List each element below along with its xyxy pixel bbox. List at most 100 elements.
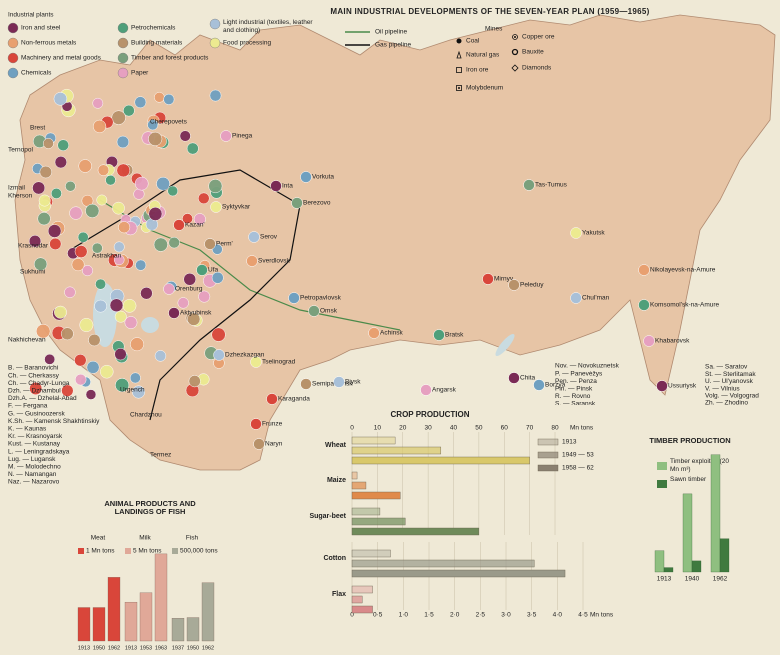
abbreviation: K.Sh. — Kamensk Shakhtinskiy [8,418,100,425]
mine-symbol [456,50,462,59]
plant-dot [300,378,312,390]
x-tick-label: 10 [374,425,382,432]
plant-dot [50,187,62,199]
plant-dot [74,354,87,367]
plant-dot [35,323,51,339]
plant-dot [114,348,127,361]
crop-bar [351,585,373,594]
crop-bar [351,605,373,614]
diamond-icon [511,64,519,72]
legend-swatch [537,438,559,446]
plant-dot [508,372,520,384]
plant-dot [54,305,67,319]
plant-dot [193,213,206,226]
bauxite-icon [511,48,519,56]
plant-dot [148,206,163,221]
category-label: Cotton [323,555,346,562]
place-label: Bratsk [445,332,464,339]
place-label: Orenburg [175,286,203,293]
place-label: Achinsk [380,330,404,337]
place-label: Serov [260,234,278,241]
plant-dot [246,255,258,267]
plant-dot [47,224,62,238]
plant-dot [168,307,180,319]
x-tick-label: 40 [450,425,458,432]
aral-sea [141,317,159,333]
plant-dot [153,237,168,252]
abbreviation: F. — Fergana [8,403,48,410]
crop-bar [351,491,401,500]
plant-dot [113,241,125,253]
plant-dot [113,254,125,266]
plant-dot [114,310,127,323]
abbreviation: Ch. — Cherkassy [8,372,60,379]
plant-dot [57,139,70,152]
plant-dot [94,299,107,313]
plant-dot [105,174,116,186]
plant-dot [420,384,432,396]
legend-swatch [537,464,559,472]
place-label: Kherson [8,193,33,200]
plant-dot [209,89,222,102]
plant-dot [123,104,135,117]
mine-label: Bauxite [522,49,544,56]
place-label: Inta [282,183,293,190]
plant-dot [656,380,668,392]
legend-swatch [657,462,667,470]
x2-tick-label: 2·0 [450,612,460,619]
copper-icon [512,34,518,40]
abbreviation: N. — Namangan [8,471,57,478]
place-label: Sverdlovsk [258,258,291,265]
abbreviation: L. — Leningradskaya [8,448,70,455]
timber-bar [691,560,702,573]
legend-label-box: Sawn timber [670,476,706,483]
place-label: Omsk [320,308,338,315]
plant-dot [37,212,51,226]
plant-dot [250,418,262,430]
plant-dot [266,393,278,405]
abbreviation: Volg. — Volgograd [705,393,759,400]
place-label: Frunze [262,421,283,428]
place-label: Astrakhan [92,253,122,260]
plant-dot [95,278,106,290]
legend-label: Machinery and metal goods [21,55,102,62]
legend-swatch [537,451,559,459]
place-label: Khabarovsk [655,338,690,345]
abbreviation: S. — Saransk [555,401,596,408]
legend-swatch [7,37,19,49]
timber-bar [710,454,721,573]
plant-dot [183,272,197,286]
place-label: Komsomol'sk-na-Amure [650,302,720,309]
mines-heading: Mines [485,26,503,33]
legend-swatch [117,22,129,34]
plant-dot [291,197,303,209]
mine-label: Natural gas [466,52,500,59]
plant-dot [211,271,224,284]
place-label: Yakutsk [582,230,605,237]
abbreviation: Naz. — Nazarovo [8,479,60,486]
legend-swatch [209,37,221,49]
legend-swatch [7,67,19,79]
plant-dot [39,165,53,179]
crop-bar [351,507,381,516]
abbreviation: Sa. — Saratov [705,364,748,371]
plant-dot [100,364,114,379]
plant-dot [74,245,88,258]
crop-bar [351,456,530,465]
abbreviation: Zh. — Zhodino [705,400,748,407]
x-tick-label: 60 [501,425,509,432]
plant-dot [248,231,260,243]
plant-dot [111,110,126,125]
legend-label: Non-ferrous metals [21,40,77,47]
year-label: 1950 [93,645,105,651]
place-label: Biysk [345,379,361,386]
category-label: Wheat [325,442,347,449]
plant-dot [213,349,225,361]
legend-label: Chemicals [21,70,52,77]
plant-dot [69,206,83,220]
year-label: 1962 [202,645,214,651]
plant-dot [64,286,76,298]
place-label: Perm' [216,241,233,248]
plant-dot [270,180,282,192]
place-label: Borzya [545,382,566,389]
